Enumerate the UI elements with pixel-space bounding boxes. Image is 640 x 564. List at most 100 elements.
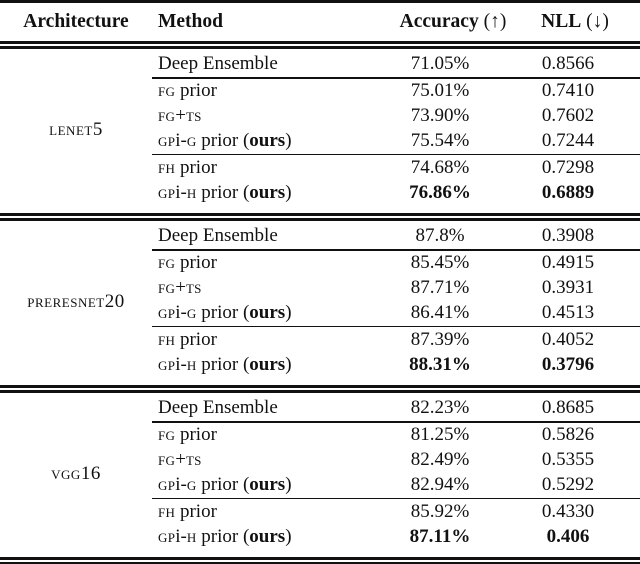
text-segment: fh: [158, 156, 176, 178]
accuracy-cell: 76.86%: [409, 181, 471, 203]
accuracy-cell: 87.39%: [410, 328, 470, 350]
table-row: fg prior 85.45% 0.4915: [0, 251, 640, 276]
table-row: gpi-g prior (ours) 86.41% 0.4513: [0, 301, 640, 326]
nll-cell: 0.5355: [541, 449, 595, 470]
nll-cell: 0.406: [546, 525, 590, 547]
accuracy-cell: 87.71%: [410, 277, 470, 298]
accuracy-cell: 86.41%: [410, 302, 470, 323]
method-cell: Deep Ensemble: [152, 225, 370, 247]
nll-cell: 0.3796: [541, 353, 595, 375]
nll-cell: 0.7602: [541, 105, 595, 126]
method-cell: fg prior: [152, 252, 370, 274]
text-segment: i-: [175, 181, 187, 203]
table-row: fg+ts 73.90% 0.7602: [0, 104, 640, 129]
accuracy-cell: 82.23%: [410, 397, 470, 418]
nll-cell: 0.4513: [541, 302, 595, 323]
text-segment: Method: [158, 11, 223, 32]
nll-cell: 0.5292: [541, 474, 595, 495]
table-row: Deep Ensemble 82.23% 0.8685: [0, 393, 640, 421]
text-segment: i-: [175, 474, 187, 495]
table-row: fg prior 81.25% 0.5826: [0, 423, 640, 448]
text-segment: h: [186, 181, 197, 203]
table-group: lenet5 Deep Ensemble 71.05% 0.8566 fg prior 7…: [0, 49, 640, 213]
text-segment: i-: [175, 353, 187, 375]
nll-cell: 0.6889: [541, 181, 595, 203]
text-segment: gp: [158, 302, 176, 323]
table-row: fh prior 87.39% 0.4052: [0, 327, 640, 352]
top-rule: [0, 0, 640, 3]
nll-cell: 0.7298: [541, 156, 595, 178]
text-segment: ): [285, 302, 292, 323]
text-segment: prior: [175, 252, 217, 273]
partial-rule: [152, 325, 640, 327]
accuracy-cell: 81.25%: [410, 424, 470, 445]
method-cell: fh prior: [152, 329, 370, 351]
text-segment: ours: [249, 181, 286, 203]
accuracy-cell: 85.45%: [410, 252, 470, 273]
method-cell: Deep Ensemble: [152, 397, 370, 419]
table-row: Deep Ensemble 71.05% 0.8566: [0, 49, 640, 77]
text-segment: fg: [158, 105, 176, 126]
text-segment: g: [186, 302, 197, 323]
text-segment: ): [285, 474, 292, 495]
text-segment: h: [186, 525, 197, 547]
text-segment: (↑): [478, 11, 507, 32]
accuracy-cell: 75.01%: [410, 80, 470, 101]
text-segment: prior (: [196, 474, 250, 495]
nll-cell: 0.7410: [541, 80, 595, 101]
text-segment: fg: [158, 252, 176, 273]
nll-cell: 0.4052: [541, 328, 595, 350]
table-row: gpi-g prior (ours) 75.54% 0.7244: [0, 129, 640, 154]
text-segment: prior: [175, 424, 217, 445]
text-segment: fh: [158, 500, 176, 522]
method-cell: fg+ts: [152, 449, 370, 471]
text-segment: Deep Ensemble: [158, 397, 278, 418]
header-separator-rule: [0, 41, 640, 49]
table-row: gpi-g prior (ours) 82.94% 0.5292: [0, 473, 640, 498]
text-segment: gp: [158, 130, 176, 151]
method-cell: gpi-g prior (ours): [152, 302, 370, 324]
table-body: lenet5 Deep Ensemble 71.05% 0.8566 fg prior 7…: [0, 49, 640, 557]
table-row: gpi-h prior (ours) 87.11% 0.406: [0, 524, 640, 549]
text-segment: ts: [185, 449, 202, 470]
table-row: Deep Ensemble 87.8% 0.3908: [0, 221, 640, 249]
table-row: fg prior 75.01% 0.7410: [0, 79, 640, 104]
architecture-label: preresnet20: [27, 291, 125, 313]
nll-cell: 0.8566: [541, 53, 595, 74]
text-segment: fg: [158, 449, 176, 470]
accuracy-cell: 73.90%: [410, 105, 470, 126]
text-segment: ): [285, 353, 292, 375]
text-segment: fg: [158, 80, 176, 101]
column-header-architecture: Architecture: [0, 11, 152, 33]
text-segment: ts: [185, 277, 202, 298]
text-segment: g: [186, 474, 197, 495]
text-segment: ts: [185, 105, 202, 126]
text-segment: prior: [175, 500, 217, 522]
group-separator-rule: [0, 385, 640, 393]
table-group: preresnet20 Deep Ensemble 87.8% 0.3908 fg pr…: [0, 221, 640, 385]
method-cell: fh prior: [152, 157, 370, 179]
text-segment: ours: [249, 130, 286, 151]
method-cell: fh prior: [152, 501, 370, 523]
accuracy-cell: 74.68%: [410, 156, 470, 178]
table-row: gpi-h prior (ours) 76.86% 0.6889: [0, 180, 640, 205]
text-segment: prior: [175, 156, 217, 178]
text-segment: h: [186, 353, 197, 375]
architecture-label: vgg16: [51, 463, 101, 485]
method-cell: gpi-h prior (ours): [152, 182, 370, 204]
accuracy-cell: 82.49%: [410, 449, 470, 470]
text-segment: fg: [158, 277, 176, 298]
accuracy-cell: 87.11%: [409, 525, 471, 547]
table-row: fg+ts 87.71% 0.3931: [0, 276, 640, 301]
text-segment: ours: [249, 525, 286, 547]
text-segment: +: [175, 449, 186, 470]
partial-rule: [152, 421, 640, 423]
text-segment: ours: [249, 302, 286, 323]
text-segment: fh: [158, 328, 176, 350]
text-segment: prior (: [196, 302, 250, 323]
nll-cell: 0.7244: [541, 130, 595, 151]
text-segment: Deep Ensemble: [158, 225, 278, 246]
text-segment: prior: [175, 328, 217, 350]
text-segment: gp: [158, 474, 176, 495]
text-segment: i-: [175, 302, 187, 323]
